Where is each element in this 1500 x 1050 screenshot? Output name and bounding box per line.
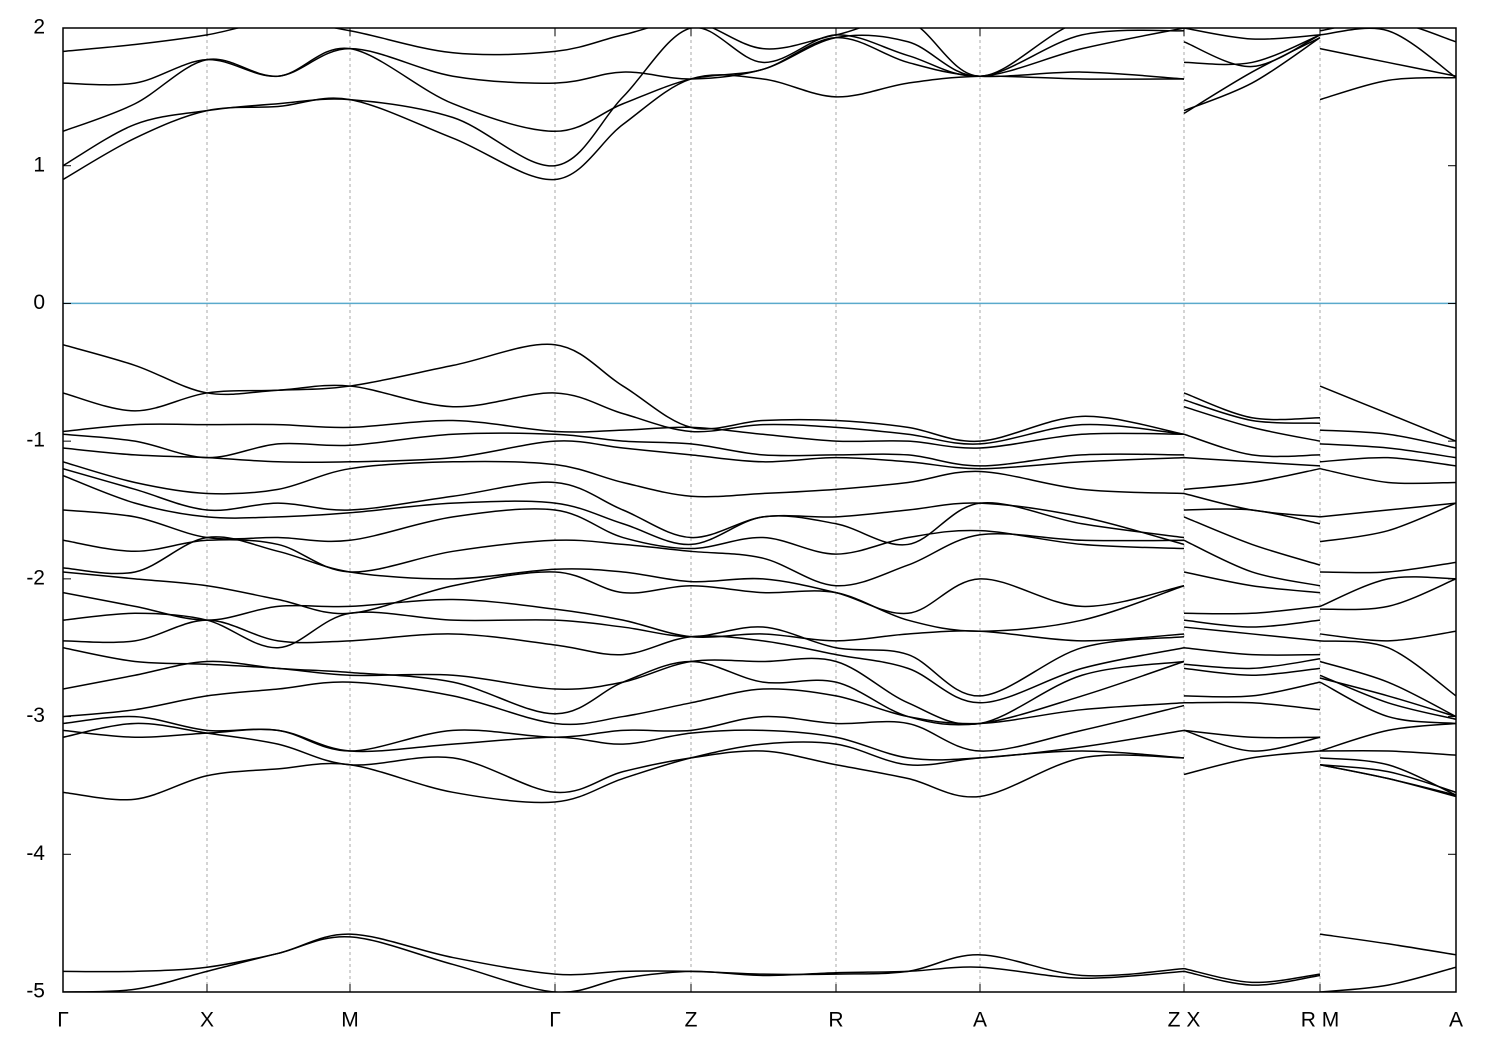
x-tick-label: X — [200, 1009, 214, 1032]
band-line — [63, 343, 1456, 443]
band-line — [63, 28, 1321, 77]
band-line — [63, 536, 1456, 642]
y-tick-label: 0 — [33, 291, 45, 314]
band-line — [63, 728, 1456, 794]
bands — [63, 28, 1456, 992]
x-tick-label: A — [973, 1009, 987, 1032]
band-line — [63, 432, 1456, 467]
band-line — [63, 405, 1456, 459]
y-tick-label: 2 — [33, 16, 45, 39]
band-line — [63, 28, 1456, 133]
y-tick-label: -1 — [26, 429, 45, 452]
band-line — [63, 722, 1456, 798]
y-tick-label: 1 — [33, 153, 45, 176]
x-tick-label: Γ — [57, 1009, 69, 1032]
y-tick-label: -2 — [26, 566, 45, 589]
plot-frame — [62, 27, 1457, 993]
band-line — [63, 660, 1456, 796]
x-tick-label: Z X — [1168, 1009, 1201, 1032]
x-tick-label: Z — [685, 1009, 698, 1032]
band-line — [63, 474, 1456, 574]
band-line — [63, 508, 1456, 608]
x-tick-label: R — [828, 1009, 843, 1032]
band-line — [63, 384, 1456, 449]
x-tick-label: A — [1449, 1009, 1463, 1032]
x-tick-label: Γ — [549, 1009, 561, 1032]
axes: -5 -4 -3 -2 -1 0 1 2 Γ X M Γ Z R A Z X R M A — [26, 16, 1463, 1032]
y-tick-label: -4 — [26, 842, 45, 865]
x-tick-label: R M — [1301, 1009, 1340, 1032]
x-tick-label: M — [341, 1009, 359, 1032]
band-line — [63, 591, 1456, 718]
band-line — [63, 460, 1456, 518]
band-line — [63, 677, 1456, 726]
band-line — [63, 619, 1456, 725]
band-line — [63, 933, 1456, 984]
band-line — [63, 936, 1456, 992]
band-line — [63, 741, 1456, 804]
band-line — [63, 37, 1456, 181]
band-line — [63, 467, 1456, 546]
band-line — [63, 646, 1456, 756]
y-tick-label: -3 — [26, 704, 45, 727]
band-line — [63, 440, 1456, 485]
y-tick-label: -5 — [26, 980, 45, 1003]
